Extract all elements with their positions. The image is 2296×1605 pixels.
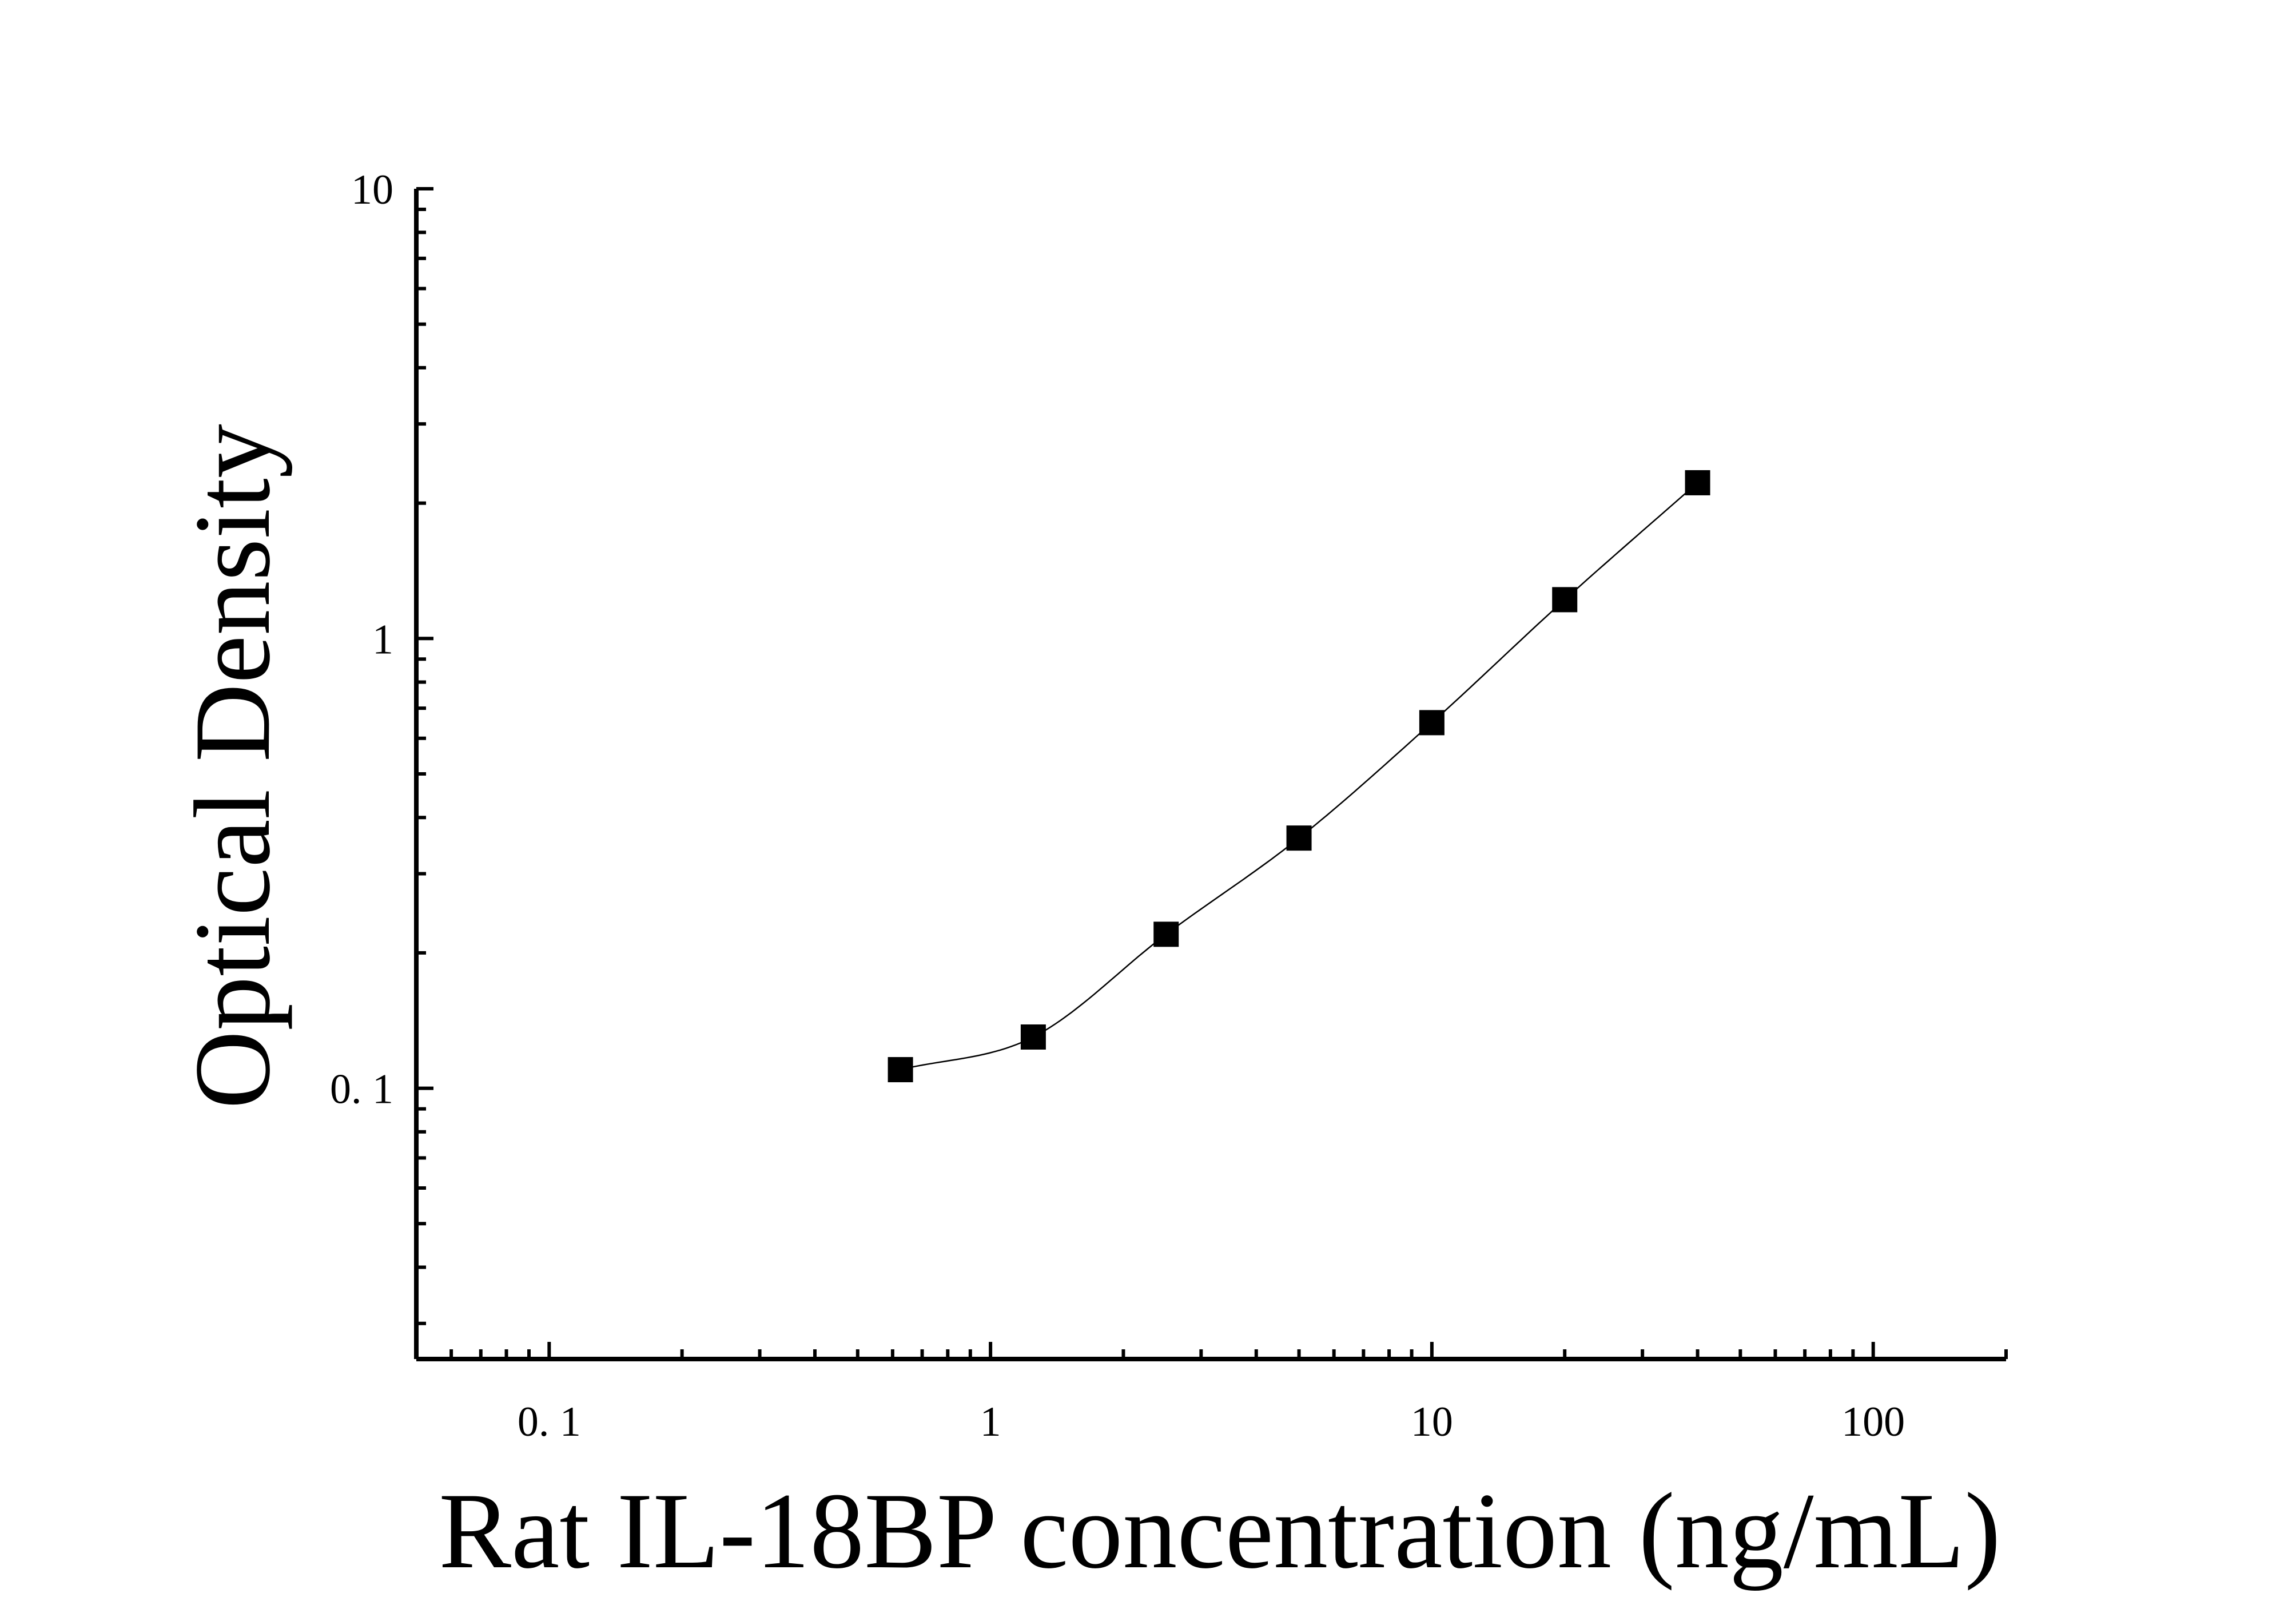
y-tick-label: 10: [351, 166, 393, 213]
x-tick-label: 1: [980, 1399, 1001, 1445]
data-point: [1685, 470, 1710, 495]
fit-curve: [900, 482, 1698, 1071]
data-point: [888, 1057, 913, 1083]
data-point: [1419, 710, 1445, 736]
data-point: [1153, 921, 1179, 947]
x-tick-label: 10: [1411, 1399, 1453, 1445]
tick-labels: 0. 1 1 10 100 0. 1 1 10: [330, 166, 1905, 1445]
x-tick-label: 100: [1841, 1399, 1905, 1445]
y-tick-label: 0. 1: [330, 1066, 393, 1113]
data-point: [1286, 825, 1312, 851]
axes: [414, 189, 2006, 1361]
ticks: [415, 187, 2008, 1359]
y-tick-label: 1: [372, 616, 393, 663]
data-point: [1552, 587, 1578, 613]
data-point: [1020, 1024, 1046, 1050]
data-markers: [888, 470, 1710, 1083]
x-tick-label: 0. 1: [518, 1399, 581, 1445]
y-axis-title: Optical Density: [173, 424, 293, 1109]
x-axis-title: Rat IL-18BP concentration (ng/mL): [439, 1471, 2000, 1591]
